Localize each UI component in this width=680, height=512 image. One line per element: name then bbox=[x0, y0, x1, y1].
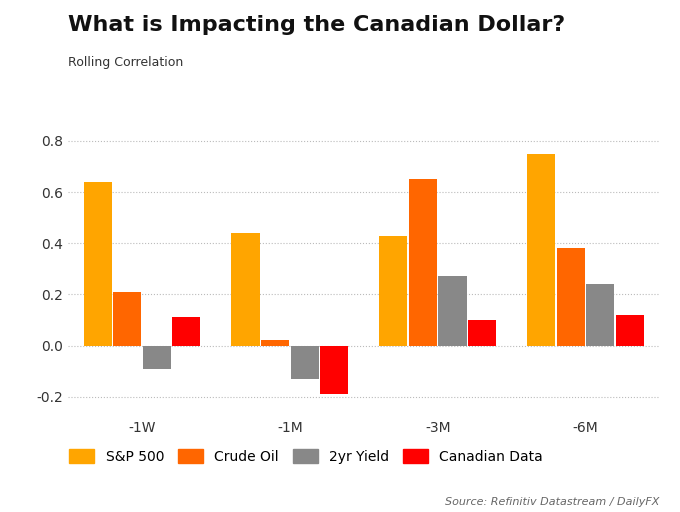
Bar bbox=[439, 276, 466, 346]
Legend: S&P 500, Crude Oil, 2yr Yield, Canadian Data: S&P 500, Crude Oil, 2yr Yield, Canadian … bbox=[64, 443, 548, 469]
Bar bbox=[172, 317, 201, 346]
Bar bbox=[527, 154, 556, 346]
Bar bbox=[143, 346, 171, 369]
Bar bbox=[231, 233, 260, 346]
Text: Rolling Correlation: Rolling Correlation bbox=[68, 56, 183, 69]
Bar bbox=[113, 292, 141, 346]
Bar bbox=[84, 182, 112, 346]
Bar bbox=[290, 346, 319, 379]
Text: What is Impacting the Canadian Dollar?: What is Impacting the Canadian Dollar? bbox=[68, 15, 565, 35]
Text: Source: Refinitiv Datastream / DailyFX: Source: Refinitiv Datastream / DailyFX bbox=[445, 497, 660, 507]
Bar bbox=[320, 346, 348, 394]
Bar bbox=[586, 284, 615, 346]
Bar bbox=[409, 179, 437, 346]
Bar bbox=[261, 340, 289, 346]
Bar bbox=[379, 236, 407, 346]
Bar bbox=[616, 315, 644, 346]
Bar bbox=[557, 248, 585, 346]
Bar bbox=[468, 320, 496, 346]
